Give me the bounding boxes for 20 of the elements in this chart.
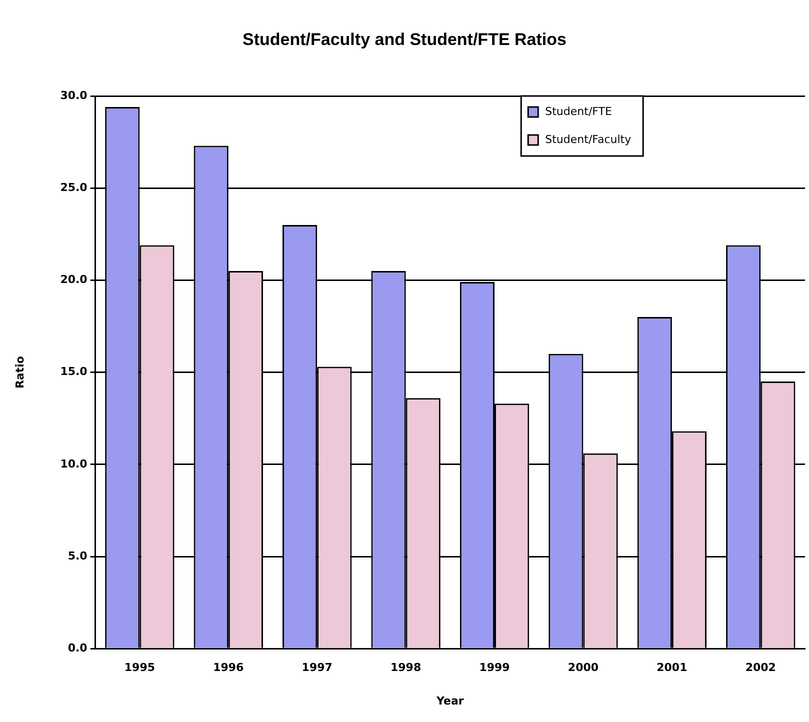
x-tick-label: 1999	[479, 661, 510, 674]
x-tick-label: 1996	[213, 661, 244, 674]
y-tick-label: 15.0	[60, 365, 88, 378]
x-tick-label: 2002	[745, 661, 776, 674]
legend-label: Student/FTE	[545, 104, 612, 118]
y-tick-label: 20.0	[60, 273, 88, 286]
x-tick-label: 2000	[568, 661, 599, 674]
y-tick-label: 10.0	[60, 457, 88, 470]
y-tick-label: 5.0	[68, 549, 88, 562]
y-axis-title: Ratio	[13, 356, 26, 389]
y-tick-label: 25.0	[60, 180, 88, 194]
legend-label: Student/Faculty	[545, 132, 632, 146]
y-tick-label: 30.0	[60, 88, 88, 102]
x-tick-label: 1997	[302, 661, 332, 674]
chart-title: Student/Faculty and Student/FTE Ratios	[242, 30, 568, 50]
x-tick-label: 2001	[656, 661, 688, 674]
x-tick-label: 1995	[124, 661, 156, 674]
x-tick-label: 1998	[390, 661, 422, 674]
y-tick-label: 0.0	[68, 641, 88, 654]
x-axis-title: Year	[436, 694, 464, 708]
